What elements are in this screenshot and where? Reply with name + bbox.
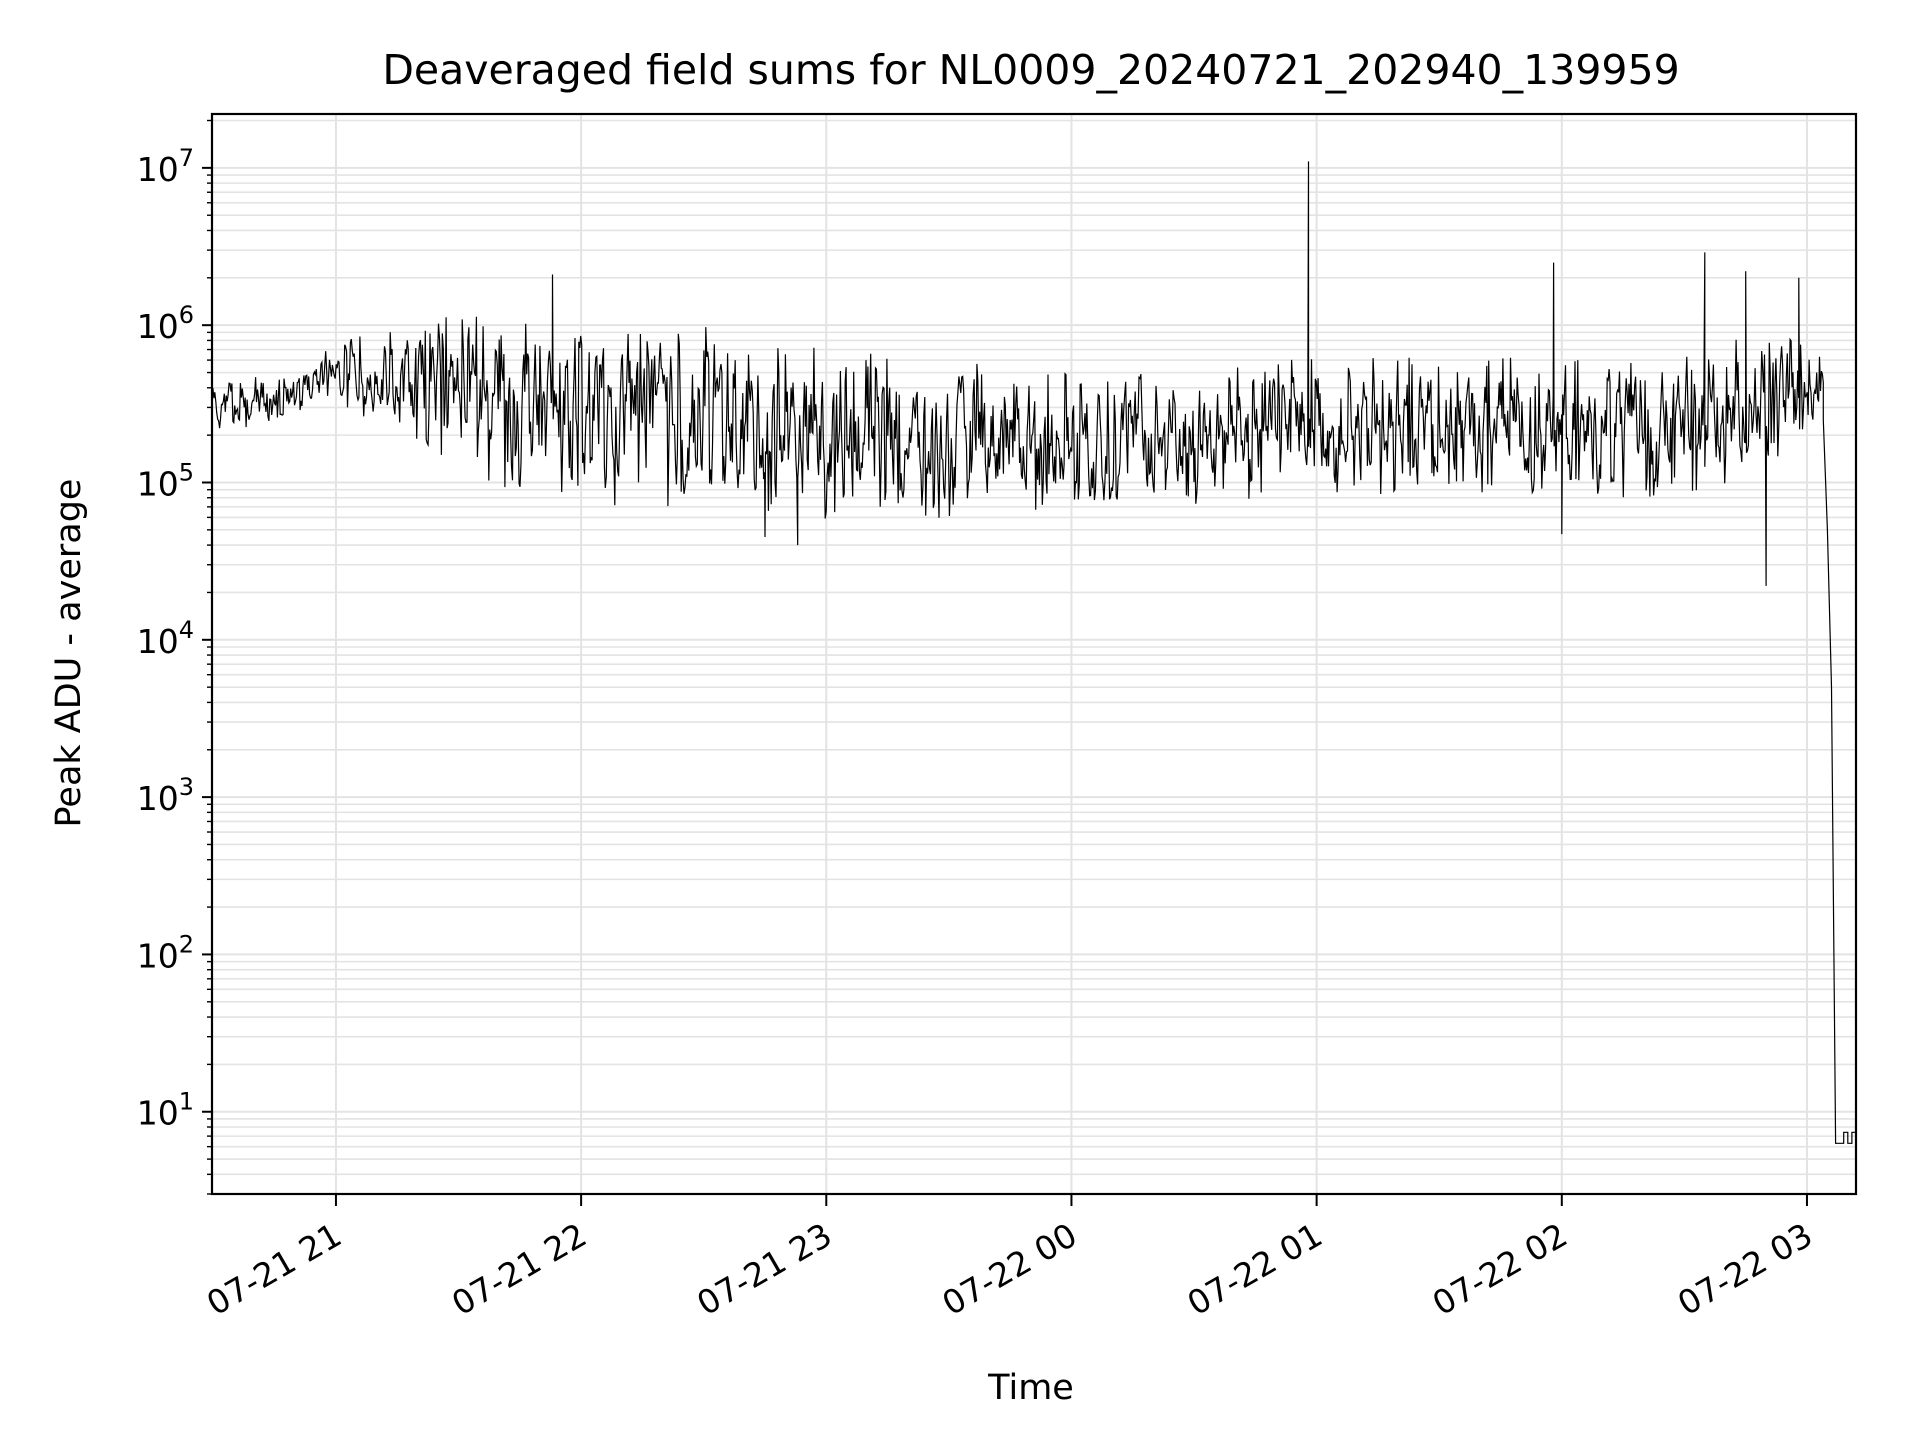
y-tick-label: 104 [137,616,194,661]
y-tick-label: 103 [137,773,194,818]
y-axis-label: Peak ADU - average [49,479,89,828]
plot-frame [210,112,1858,1196]
data-series [212,161,1856,1144]
chart-title: Deaveraged field sums for NL0009_2024072… [382,46,1679,94]
y-tick-label: 105 [137,458,194,503]
y-tick-label: 101 [137,1088,194,1133]
x-axis-label: Time [987,1368,1074,1408]
y-tick-label: 102 [137,930,194,975]
y-tick-label: 107 [137,144,194,189]
y-tick-label: 106 [137,301,194,346]
grid-lines [212,114,1856,1195]
series-line [212,161,1856,1144]
